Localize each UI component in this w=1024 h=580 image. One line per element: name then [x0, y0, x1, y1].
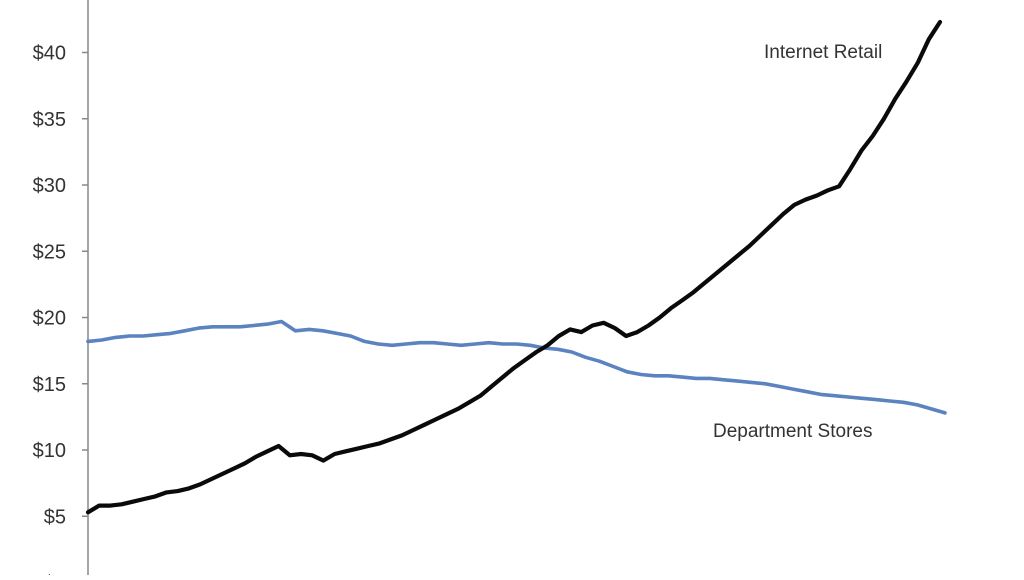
y-axis-ticks: $0$5$10$15$20$25$30$35$40: [33, 43, 88, 580]
y-tick-label: $5: [44, 506, 66, 528]
department-stores-line: [86, 319, 947, 415]
y-tick-label: $30: [33, 175, 66, 197]
y-tick-label: $20: [33, 308, 66, 330]
y-tick-label: $15: [33, 374, 66, 396]
department-stores-label: Department Stores: [713, 421, 872, 442]
internet-retail-line: [85, 19, 943, 515]
y-tick-label: $40: [33, 43, 66, 65]
internet-retail-label: Internet Retail: [764, 42, 882, 63]
y-tick-label: $25: [33, 241, 66, 263]
y-tick-label: $10: [33, 440, 66, 462]
y-tick-label: $35: [33, 109, 66, 131]
series-lines: [85, 19, 947, 515]
series-labels: Internet Retail Department Stores: [713, 42, 882, 442]
